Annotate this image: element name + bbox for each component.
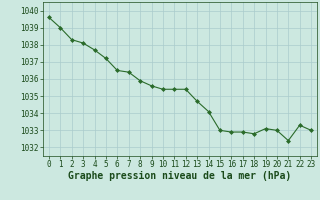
X-axis label: Graphe pression niveau de la mer (hPa): Graphe pression niveau de la mer (hPa) (68, 171, 292, 181)
